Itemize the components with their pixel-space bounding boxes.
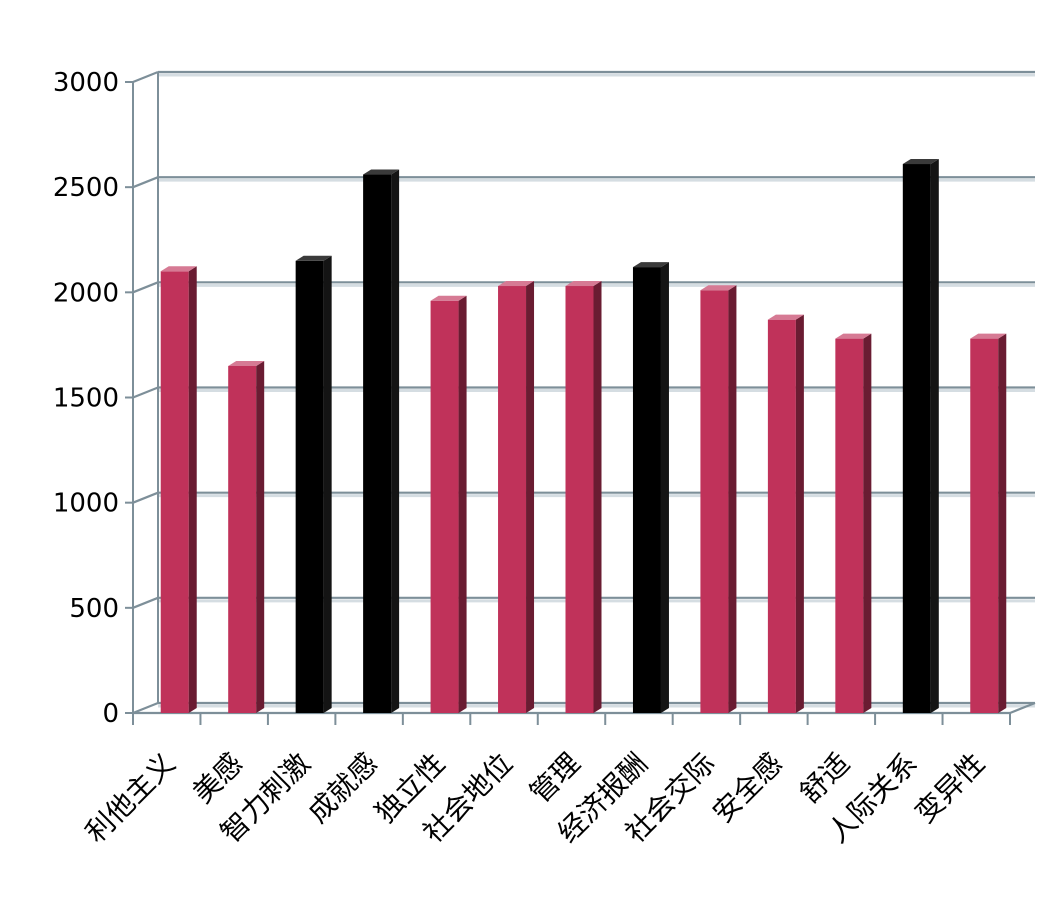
bar-side	[526, 281, 535, 713]
bar-front	[767, 319, 796, 713]
bar-front	[970, 338, 999, 713]
bar-front	[835, 338, 864, 713]
bar-top	[295, 255, 332, 261]
bar-front	[498, 286, 527, 713]
bar	[700, 285, 737, 713]
bar	[363, 169, 400, 714]
bar	[632, 262, 669, 713]
bar	[295, 255, 332, 714]
bar-side	[660, 262, 669, 713]
bar-side	[188, 266, 197, 713]
bar	[835, 333, 872, 713]
bar-side	[728, 285, 737, 713]
bar-top	[363, 169, 400, 175]
bar-top	[835, 333, 872, 339]
bar-top	[902, 159, 939, 165]
bar-side	[256, 360, 265, 713]
bar-front	[430, 300, 459, 713]
bar-top	[700, 285, 737, 291]
bar-front	[632, 267, 661, 713]
bar-top	[970, 333, 1007, 339]
bar	[160, 266, 197, 713]
bar	[565, 281, 602, 713]
bar-side	[930, 159, 939, 713]
bar	[228, 360, 265, 713]
bar-layer	[160, 159, 1007, 714]
gridline	[132, 176, 1035, 189]
bar	[970, 333, 1007, 713]
bar	[902, 159, 939, 713]
bar-front	[700, 290, 729, 713]
y-tick-label: 500	[69, 594, 119, 624]
gridline	[132, 70, 1035, 84]
y-tick-label: 2000	[53, 278, 119, 308]
y-tick-label: 3000	[53, 68, 119, 98]
bar-front	[295, 260, 324, 713]
bar-front	[565, 286, 594, 713]
bar	[430, 295, 467, 713]
bar-front	[363, 174, 392, 714]
bar-top	[767, 314, 804, 320]
bar-side	[998, 333, 1007, 713]
x-axis-right-edge	[1009, 701, 1036, 715]
bar-top	[565, 281, 602, 287]
y-tick-label: 1000	[53, 489, 119, 519]
bar	[767, 314, 804, 713]
bar-front	[228, 365, 257, 713]
bar-top	[430, 295, 467, 301]
x-tick-label: 安全感	[706, 747, 789, 830]
bar-top	[632, 262, 669, 268]
x-tick-label: 成就感	[301, 747, 384, 830]
bar-side	[795, 314, 804, 713]
x-tick-label: 变异性	[908, 747, 991, 830]
bar-side	[323, 255, 332, 714]
x-tick-label: 利他主义	[79, 747, 182, 850]
bar-side	[458, 295, 467, 713]
bar-side	[863, 333, 872, 713]
y-tick-label: 0	[102, 699, 119, 729]
bar-side	[593, 281, 602, 713]
bar-front	[160, 271, 189, 713]
y-tick-labels: 0 500 1000 1500 2000 2500 3000	[53, 68, 119, 729]
bar-top	[160, 266, 197, 272]
y-tick-label: 1500	[53, 384, 119, 414]
bar	[498, 281, 535, 713]
bar-top	[228, 360, 265, 366]
bar-front	[902, 164, 931, 713]
y-tick-label: 2500	[53, 173, 119, 203]
bar-side	[391, 169, 400, 714]
bar-top	[498, 281, 535, 287]
